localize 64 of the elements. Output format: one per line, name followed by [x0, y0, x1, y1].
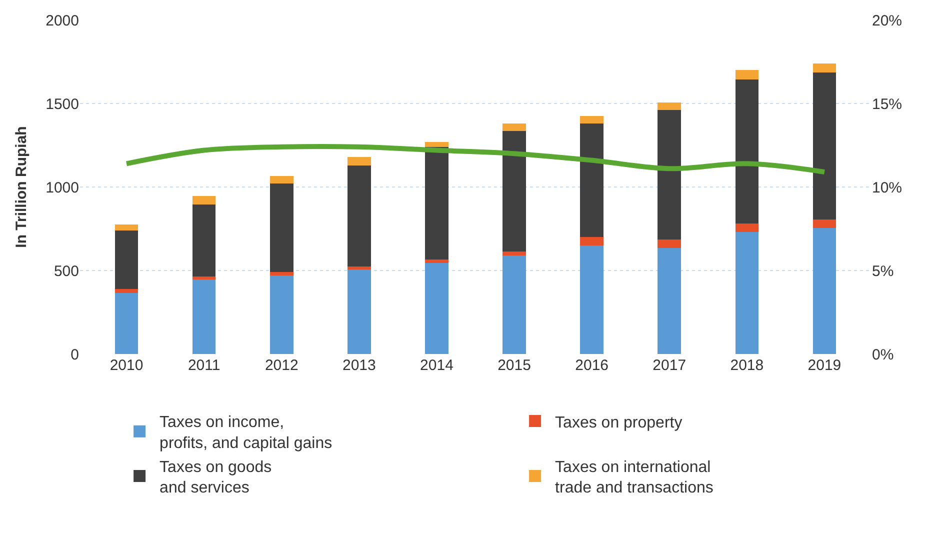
legend-label: Taxes on international trade and transactions [555, 458, 714, 497]
x-tick-label: 2015 [498, 357, 531, 374]
y-tick-label: 2000 [46, 12, 79, 30]
bar [114, 224, 138, 230]
bar [425, 146, 448, 260]
bar [114, 230, 138, 289]
bar [502, 124, 526, 132]
bar [502, 131, 526, 252]
bar [735, 70, 759, 80]
y2-tick-label: 5% [872, 262, 894, 280]
x-tick-label: 2019 [808, 357, 842, 374]
x-tick-label: 2017 [652, 357, 686, 374]
y2-tick-label: 20% [872, 12, 902, 30]
bar [270, 176, 294, 184]
bar [192, 280, 216, 354]
bar [580, 237, 604, 246]
bar [658, 102, 681, 110]
bar [192, 204, 216, 276]
x-tick-label: 2011 [188, 357, 220, 374]
x-tick-label: 2012 [264, 357, 298, 374]
x-tick-label: 2018 [730, 357, 764, 374]
bar [270, 272, 294, 276]
bar [658, 240, 681, 248]
legend-label: Taxes on goods and services [160, 458, 272, 497]
bar [812, 72, 836, 220]
bar [348, 270, 371, 354]
bar [580, 124, 604, 238]
bar [580, 116, 604, 124]
y-tick-label: 1500 [46, 96, 79, 113]
bar [502, 255, 526, 354]
bar [580, 245, 604, 354]
bar [114, 293, 138, 354]
y-axis-title: In Trillion Rupiah [12, 126, 30, 248]
x-tick-label: 2016 [575, 357, 609, 374]
bar [348, 156, 371, 166]
y2-tick-label: 10% [872, 179, 902, 196]
bar [502, 251, 526, 256]
bar [812, 63, 836, 73]
x-tick-label: 2013 [342, 357, 376, 374]
legend-label: Taxes on income, profits, and capital gains [160, 414, 332, 452]
y-tick-label: 500 [54, 262, 79, 280]
y-tick-label: 0 [70, 346, 79, 364]
bar [348, 266, 371, 270]
bar [658, 110, 681, 240]
bar [114, 288, 138, 294]
y-tick-label: 1000 [46, 179, 79, 196]
bar [735, 224, 759, 232]
bar [812, 228, 836, 354]
bar [812, 220, 836, 228]
bar [425, 260, 448, 263]
legend-label: Taxes on property [555, 414, 682, 432]
bar [425, 262, 448, 354]
bar [270, 276, 294, 354]
x-tick-label: 2014 [420, 357, 454, 374]
bar [192, 196, 216, 205]
y2-tick-label: 15% [872, 96, 902, 113]
bar [425, 142, 448, 147]
bar [735, 232, 759, 354]
bar [735, 79, 759, 224]
bar [348, 165, 371, 266]
bar [270, 184, 294, 272]
x-tick-label: 2010 [110, 357, 144, 374]
y2-tick-label: 0% [872, 346, 894, 364]
bar [658, 248, 681, 354]
